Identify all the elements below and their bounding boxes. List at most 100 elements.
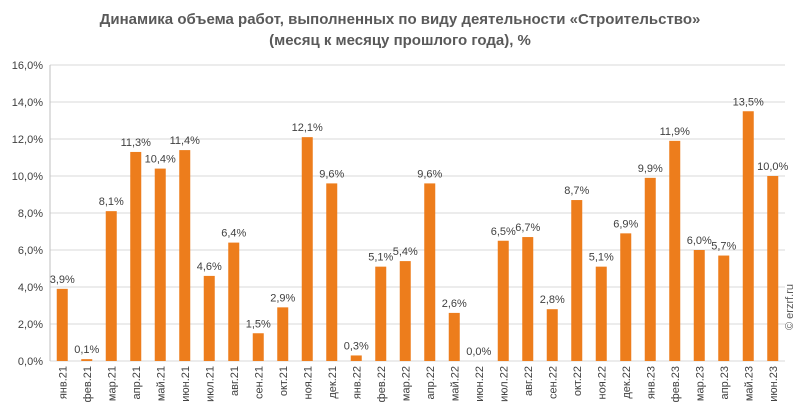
x-tick-label: апр.21 [131, 366, 143, 399]
bar [228, 242, 240, 361]
watermark: © erzrf.ru [784, 284, 796, 330]
value-label: 0,1% [74, 344, 99, 356]
bar [399, 261, 411, 361]
x-tick-label: май.22 [449, 366, 461, 401]
x-tick-label: фев.23 [670, 366, 682, 402]
value-label: 4,6% [197, 261, 222, 273]
value-label: 5,1% [589, 252, 614, 264]
bar [595, 266, 607, 361]
value-label: 13,5% [733, 96, 764, 108]
bar [742, 111, 754, 361]
y-tick-label: 10,0% [12, 171, 43, 183]
y-tick-label: 0,0% [18, 356, 43, 368]
value-label: 9,6% [417, 168, 442, 180]
value-label: 9,9% [638, 163, 663, 175]
bar [644, 177, 656, 361]
y-tick-label: 14,0% [12, 97, 43, 109]
x-tick-label: мар.21 [106, 366, 118, 401]
x-tick-label: фев.21 [82, 366, 94, 402]
value-label: 11,9% [660, 126, 691, 138]
x-tick-label: июл.21 [204, 366, 216, 402]
bar [767, 176, 779, 361]
x-tick-label: май.21 [155, 366, 167, 401]
x-tick-label: янв.23 [645, 366, 657, 399]
bar [301, 137, 313, 361]
value-label: 6,7% [515, 222, 540, 234]
x-tick-label: дек.21 [327, 366, 339, 399]
value-label: 0,3% [344, 340, 369, 352]
value-label: 12,1% [292, 122, 323, 134]
x-tick-label: ноя.21 [302, 366, 314, 399]
x-tick-label: ноя.22 [596, 366, 608, 399]
value-label: 5,7% [711, 241, 736, 253]
value-label: 10,4% [145, 154, 176, 166]
x-tick-label: янв.21 [57, 366, 69, 399]
x-tick-label: дек.22 [621, 366, 633, 399]
x-tick-label: окт.21 [278, 366, 290, 396]
bar [179, 150, 191, 361]
bar [497, 240, 509, 361]
bar [81, 359, 93, 361]
value-label: 2,9% [270, 292, 295, 304]
bar [56, 288, 68, 361]
value-label: 3,9% [50, 274, 75, 286]
y-tick-label: 12,0% [12, 134, 43, 146]
value-label: 8,7% [564, 185, 589, 197]
y-tick-label: 2,0% [18, 319, 43, 331]
x-tick-label: июн.23 [768, 366, 780, 402]
value-label: 10,0% [757, 161, 788, 173]
x-tick-label: май.23 [743, 366, 755, 401]
bar [105, 211, 117, 361]
bar [522, 237, 534, 361]
value-label: 6,9% [613, 218, 638, 230]
x-tick-label: сен.22 [547, 366, 559, 399]
bar [154, 168, 166, 361]
x-tick-label: июл.22 [498, 366, 510, 402]
bar [571, 200, 583, 361]
x-tick-label: июн.22 [474, 366, 486, 402]
x-tick-label: сен.21 [253, 366, 265, 399]
value-label: 6,5% [491, 226, 516, 238]
x-tick-label: мар.22 [400, 366, 412, 401]
bar [693, 250, 705, 361]
x-tick-label: июн.21 [180, 366, 192, 402]
value-label: 5,4% [393, 246, 418, 258]
value-label: 11,4% [170, 135, 201, 147]
y-tick-label: 8,0% [18, 208, 43, 220]
chart-title: (месяц к месяцу прошлого года), % [269, 32, 531, 49]
value-label: 6,4% [221, 228, 246, 240]
value-label: 2,8% [540, 294, 565, 306]
bar [375, 266, 387, 361]
value-label: 11,3% [121, 137, 152, 149]
bar [424, 183, 436, 361]
x-tick-label: авг.22 [523, 366, 535, 396]
bar [546, 309, 558, 361]
bar [448, 312, 460, 361]
x-tick-label: авг.21 [229, 366, 241, 396]
value-label: 2,6% [442, 298, 467, 310]
bar [130, 151, 142, 361]
x-tick-label: мар.23 [694, 366, 706, 401]
bar [252, 333, 264, 361]
value-label: 9,6% [319, 168, 344, 180]
x-tick-label: янв.22 [351, 366, 363, 399]
y-tick-label: 16,0% [12, 60, 43, 72]
x-tick-label: окт.22 [572, 366, 584, 396]
chart-title: Динамика объема работ, выполненных по ви… [100, 11, 701, 28]
y-tick-label: 6,0% [18, 245, 43, 257]
value-label: 5,1% [368, 252, 393, 264]
bar [350, 355, 362, 361]
y-tick-label: 4,0% [18, 282, 43, 294]
value-label: 1,5% [246, 318, 271, 330]
bar [669, 140, 681, 361]
bar [277, 307, 289, 361]
value-label: 0,0% [466, 346, 491, 358]
bar [718, 255, 730, 361]
value-label: 8,1% [99, 196, 124, 208]
bar [326, 183, 338, 361]
x-tick-label: апр.22 [425, 366, 437, 399]
x-tick-label: фев.22 [376, 366, 388, 402]
value-label: 6,0% [687, 235, 712, 247]
bar [203, 275, 215, 361]
